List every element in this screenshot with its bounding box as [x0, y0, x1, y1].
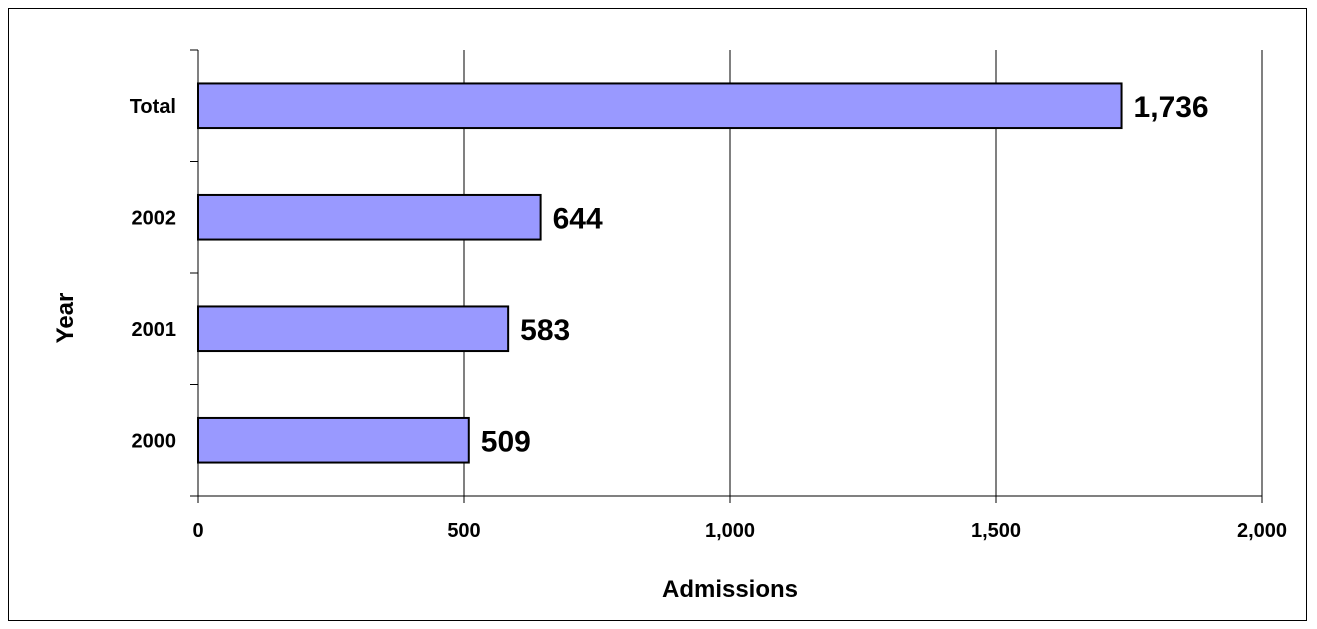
data-label: 509 — [481, 425, 531, 458]
y-category-labels: Total 2002 2001 2000 — [130, 96, 176, 453]
y-category-label: 2002 — [132, 207, 177, 229]
x-tick-label: 500 — [447, 520, 480, 542]
bar — [197, 193, 542, 241]
data-label: 644 — [553, 202, 603, 235]
y-category-label: 2000 — [132, 430, 177, 452]
data-label: 583 — [520, 314, 570, 347]
x-tick-labels: 0 500 1,000 1,500 2,000 — [192, 520, 1287, 542]
data-label: 1,736 — [1134, 91, 1209, 124]
x-tick-label: 1,500 — [971, 520, 1021, 542]
y-category-label: 2001 — [132, 319, 177, 341]
bar — [197, 82, 1123, 130]
y-axis-label: Year — [52, 293, 79, 344]
bar — [197, 416, 470, 464]
x-tick-label: 1,000 — [705, 520, 755, 542]
data-labels: 1,736 644 583 509 — [481, 91, 1209, 459]
x-tick-label: 0 — [192, 520, 203, 542]
y-category-label: Total — [130, 96, 176, 118]
bar — [197, 305, 510, 353]
axes — [190, 49, 1263, 503]
x-axis-label: Admissions — [662, 576, 798, 603]
bars — [197, 82, 1123, 464]
x-tick-label: 2,000 — [1237, 520, 1287, 542]
